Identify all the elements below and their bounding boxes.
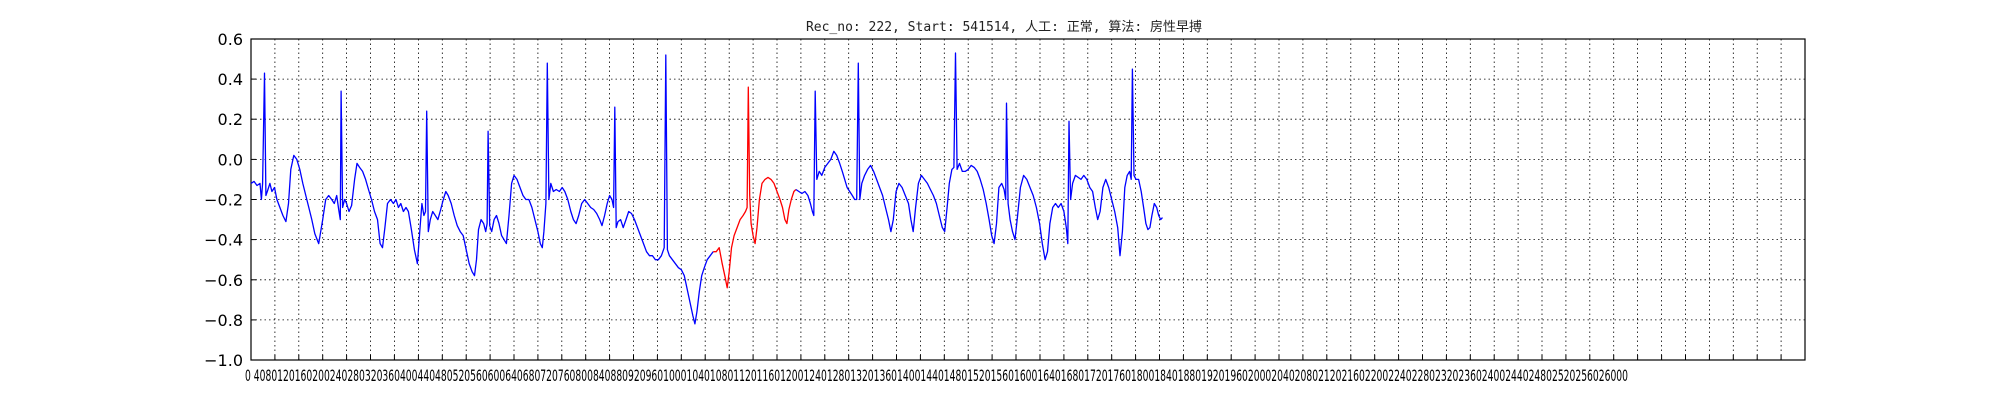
y-tick-label: 0.6 [218, 30, 243, 49]
series-line-ecg-tail [795, 52, 1163, 261]
y-tick-label: −1.0 [204, 351, 243, 370]
y-axis: −1.0 −0.8 −0.6 −0.4 −0.2 0.0 0.2 0.4 0.6 [204, 30, 256, 370]
chart-title: Rec_no: 222, Start: 541514, 人工: 正常, 算法: … [806, 19, 1202, 35]
x-axis [250, 355, 1806, 360]
y-tick-label: −0.2 [204, 191, 243, 210]
grid-lines [251, 39, 1806, 360]
x-tick-labels: 0 40801201602002402803203604004404805205… [245, 366, 1628, 385]
plot-area-frame [250, 38, 1806, 361]
series-group [250, 52, 1163, 325]
y-tick-label: −0.6 [204, 271, 243, 290]
y-tick-label: 0.4 [218, 70, 243, 89]
y-tick-label: 0.2 [218, 110, 243, 129]
series-line-highlighted [713, 86, 797, 289]
y-tick-label: −0.4 [204, 231, 243, 250]
series-line-ecg [250, 54, 714, 325]
y-tick-label: 0.0 [218, 150, 243, 169]
y-tick-label: −0.8 [204, 311, 243, 330]
